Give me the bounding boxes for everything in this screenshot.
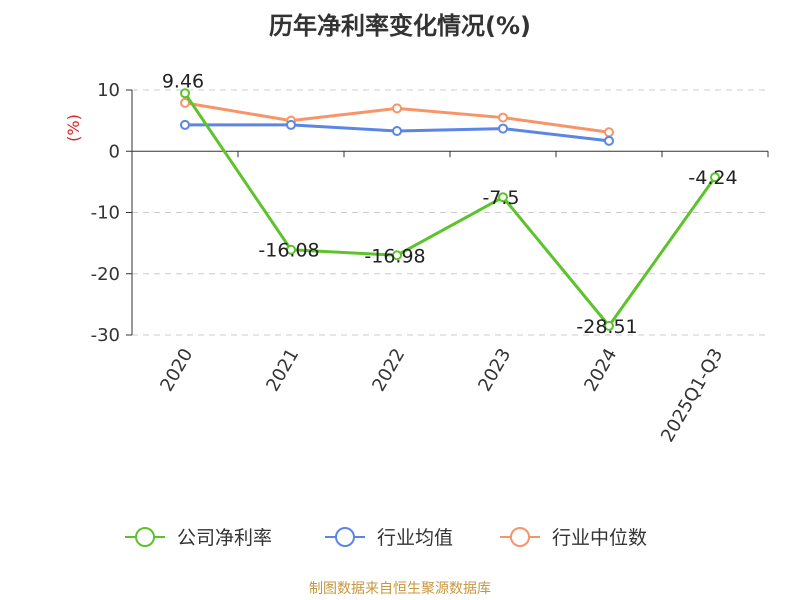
data-point-industry_median[interactable] [392, 103, 402, 114]
x-tick-label: 2025Q1-Q3 [657, 345, 727, 446]
y-tick-label: 10 [97, 80, 120, 101]
x-tick-label: 2024 [580, 345, 621, 395]
label-layer: 9.46 -16.08 -16.98 -7.5 -28.51 -4.24 [162, 70, 738, 338]
data-point-company[interactable] [498, 192, 508, 203]
y-axis-unit: (%) [64, 114, 83, 142]
data-label: -16.08 [258, 240, 319, 262]
series-layer [180, 88, 720, 331]
data-point-industry_avg[interactable] [604, 135, 614, 146]
legend-marker [335, 527, 355, 547]
data-label: -7.5 [482, 187, 519, 209]
data-point-industry_avg[interactable] [286, 119, 296, 130]
legend-marker [510, 527, 530, 547]
data-point-industry_median[interactable] [498, 112, 508, 123]
legend-item-industry_median[interactable]: 行业中位数 [500, 527, 647, 549]
data-label: 9.46 [162, 70, 204, 92]
data-point-industry_avg[interactable] [498, 123, 508, 134]
data-point-company[interactable] [604, 320, 614, 331]
data-point-company[interactable] [392, 250, 402, 261]
series-line-company [183, 92, 717, 328]
source-note: 制图数据来自恒生聚源数据库 [309, 581, 491, 597]
x-tick-label: 2021 [262, 345, 303, 395]
data-point-industry_avg[interactable] [180, 119, 190, 130]
legend-label: 行业中位数 [552, 527, 647, 549]
legend-marker [135, 527, 155, 547]
legend-label: 公司净利率 [177, 527, 272, 549]
legend-item-company[interactable]: 公司净利率 [125, 527, 272, 549]
legend[interactable]: 公司净利率 行业均值 行业中位数 [125, 527, 647, 549]
x-tick-label: 2020 [156, 345, 197, 395]
x-tick-label: 2023 [474, 345, 515, 395]
chart-title: 历年净利率变化情况(%) [269, 12, 531, 40]
data-point-company[interactable] [286, 244, 296, 255]
data-point-company[interactable] [180, 88, 190, 99]
data-point-company[interactable] [710, 172, 720, 183]
data-point-industry_median[interactable] [604, 127, 614, 138]
y-tick-label: -20 [91, 264, 120, 285]
data-point-industry_avg[interactable] [392, 126, 402, 137]
data-label: -28.51 [576, 316, 637, 338]
legend-item-industry_avg[interactable]: 行业均值 [325, 527, 453, 549]
data-label: -16.98 [364, 245, 425, 267]
grid-layer [132, 89, 768, 336]
legend-label: 行业均值 [377, 527, 453, 549]
x-tick-label: 2022 [368, 345, 409, 395]
y-tick-label: -30 [91, 325, 120, 346]
y-tick-label: -10 [91, 203, 120, 224]
data-point-industry_median[interactable] [180, 97, 190, 108]
data-label: -4.24 [688, 167, 737, 189]
y-tick-label: 0 [109, 141, 120, 162]
